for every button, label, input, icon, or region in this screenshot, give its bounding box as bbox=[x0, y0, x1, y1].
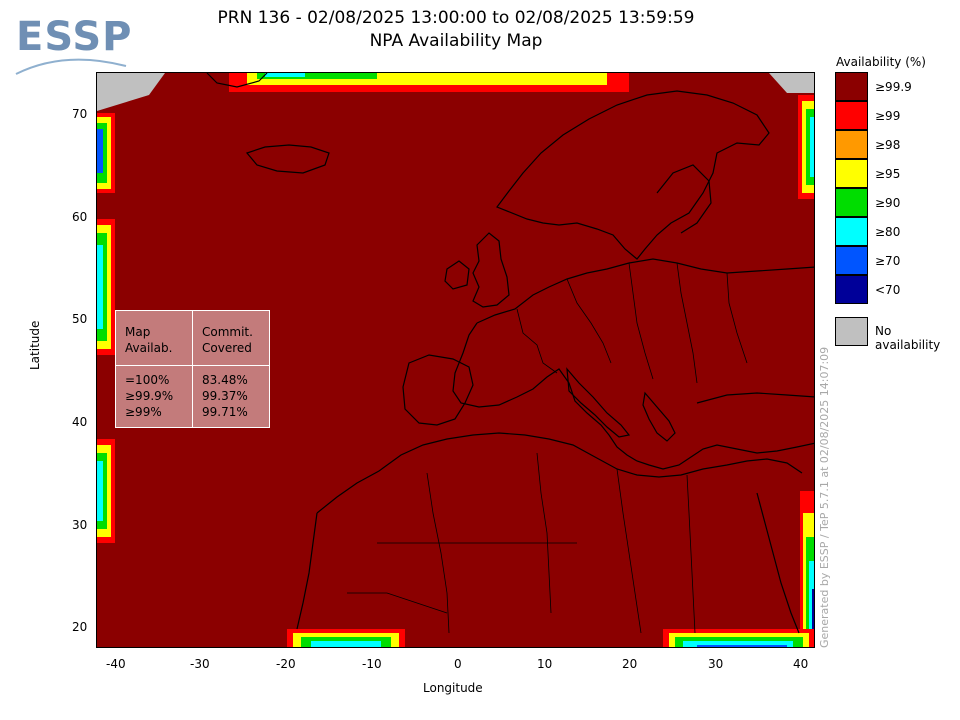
legend-label: ≥80 bbox=[875, 225, 901, 239]
degraded-band-right-north bbox=[798, 95, 814, 199]
map-canvas bbox=[97, 73, 814, 647]
degraded-band-bottom-west bbox=[287, 629, 405, 647]
legend-label: ≥98 bbox=[875, 138, 901, 152]
x-tick-label: -30 bbox=[190, 657, 210, 671]
y-tick-label: 50 bbox=[72, 312, 88, 326]
y-tick-label: 30 bbox=[72, 518, 88, 532]
x-tick-label: 40 bbox=[793, 657, 809, 671]
x-tick-label: -20 bbox=[276, 657, 296, 671]
legend-label: ≥95 bbox=[875, 167, 901, 181]
x-tick-label: 0 bbox=[454, 657, 462, 671]
x-tick-label: -40 bbox=[106, 657, 126, 671]
legend-swatch bbox=[835, 101, 868, 130]
degraded-band-bottom-east bbox=[663, 629, 814, 647]
x-tick-label: 20 bbox=[622, 657, 638, 671]
legend-label-no-availability: No availability bbox=[875, 324, 941, 352]
coastlines bbox=[206, 73, 814, 634]
legend-swatch bbox=[835, 275, 868, 304]
no-availability-area-nw bbox=[97, 73, 165, 111]
legend-swatch-no-availability bbox=[835, 317, 868, 346]
degraded-band-left-north bbox=[97, 113, 115, 193]
legend-swatch bbox=[835, 188, 868, 217]
y-tick-label: 70 bbox=[72, 107, 88, 121]
logo-text: ESSP bbox=[16, 14, 133, 60]
availability-stats-table: Map Availab. Commit. Covered =100% ≥99.9… bbox=[115, 310, 270, 428]
legend-swatch bbox=[835, 217, 868, 246]
x-tick-label: 30 bbox=[708, 657, 724, 671]
map-title: PRN 136 - 02/08/2025 13:00:00 to 02/08/2… bbox=[217, 8, 695, 28]
degraded-band-left-south bbox=[97, 439, 115, 543]
stats-col1-header: Map Availab. bbox=[125, 325, 173, 355]
degraded-band-top bbox=[229, 73, 629, 92]
y-tick-label: 60 bbox=[72, 210, 88, 224]
y-tick-label: 20 bbox=[72, 620, 88, 634]
legend-swatch bbox=[835, 72, 868, 101]
legend-label: ≥70 bbox=[875, 254, 901, 268]
legend-label: <70 bbox=[875, 283, 901, 297]
stats-col2-values: 83.48% 99.37% 99.71% bbox=[202, 373, 248, 419]
y-axis-title: Latitude bbox=[28, 320, 42, 370]
stats-col2-header: Commit. Covered bbox=[202, 325, 253, 355]
map-subtitle: NPA Availability Map bbox=[369, 31, 543, 51]
legend-label: ≥99.9 bbox=[875, 80, 912, 94]
stats-col1-values: =100% ≥99.9% ≥99% bbox=[125, 373, 174, 419]
essp-logo: ESSP bbox=[14, 14, 132, 80]
generated-by-credit: Generated by ESSP / TeP 5.7.1 at 02/08/2… bbox=[818, 346, 831, 648]
y-tick-label: 40 bbox=[72, 415, 88, 429]
x-axis-title: Longitude bbox=[423, 681, 483, 695]
x-tick-label: -10 bbox=[362, 657, 382, 671]
x-tick-label: 10 bbox=[537, 657, 553, 671]
no-availability-area-ne bbox=[769, 73, 814, 93]
degraded-band-right-south bbox=[800, 491, 814, 647]
legend-swatch bbox=[835, 159, 868, 188]
degraded-band-left-mid bbox=[97, 219, 115, 355]
legend-swatch bbox=[835, 246, 868, 275]
legend-label: ≥99 bbox=[875, 109, 901, 123]
legend-label: ≥90 bbox=[875, 196, 901, 210]
legend-title: Availability (%) bbox=[836, 55, 926, 69]
logo-swoosh-icon bbox=[15, 58, 127, 75]
country-borders bbox=[347, 262, 748, 634]
legend-swatch bbox=[835, 130, 868, 159]
